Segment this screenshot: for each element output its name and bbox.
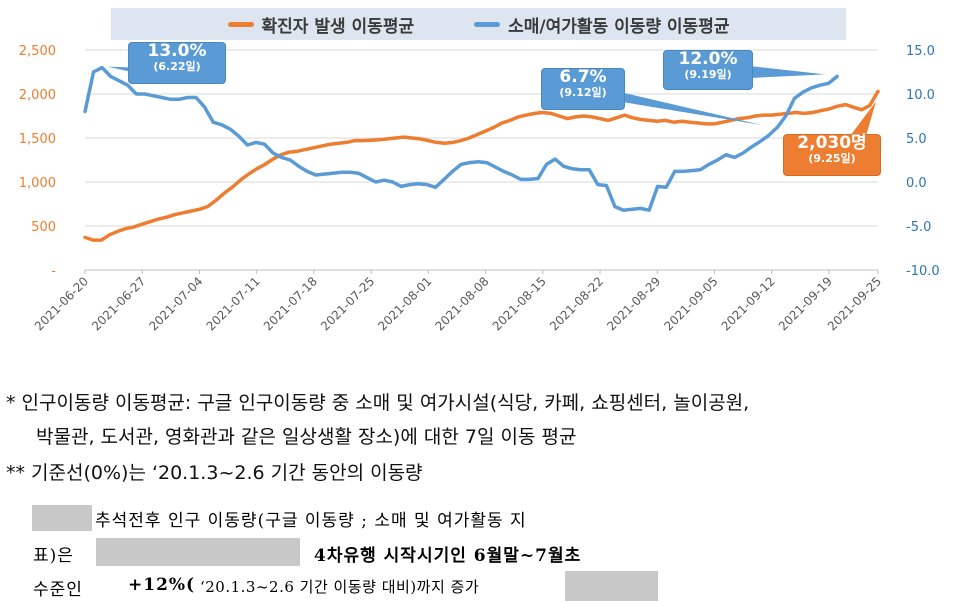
- note-line-3: ** 기준선(0%)는 ‘20.1.3~2.6 기간 동안의 이동량: [6, 462, 423, 484]
- y-right-tick-label: 15.0: [906, 44, 935, 59]
- y-left-tick-label: 2,000: [19, 88, 56, 103]
- x-tick-label: 2021-09-05: [661, 274, 720, 333]
- note-line-2: 박물관, 도서관, 영화관과 같은 일상생활 장소)에 대한 7일 이동 평균: [36, 426, 577, 448]
- legend-swatch-cases: [227, 21, 254, 27]
- y-right-tick-label: -5.0: [906, 220, 931, 235]
- callout-mobility-0622: 13.0% (6.22일): [128, 42, 226, 84]
- y-right-tick-label: 5.0: [906, 132, 927, 147]
- body-row-3-start: 수준인: [33, 580, 83, 600]
- x-tick-label: 2021-09-12: [719, 274, 778, 333]
- callout-sublabel: (9.19일): [684, 67, 732, 81]
- callout-sublabel: (9.25일): [808, 151, 856, 165]
- callout-pointer: [850, 101, 876, 136]
- series-line-mobility: [83, 65, 839, 212]
- x-tick-label: 2021-06-20: [32, 274, 91, 333]
- callout-sublabel: (6.22일): [153, 59, 201, 73]
- chart-legend: 확진자 발생 이동평균 소매/여가활동 이동량 이동평균: [111, 8, 846, 40]
- callout-pointer: [610, 92, 762, 126]
- x-tick-label: 2021-07-11: [204, 274, 263, 333]
- x-tick-label: 2021-08-15: [490, 274, 549, 333]
- series-line-cases: [83, 89, 880, 242]
- redacted-block: [32, 505, 92, 531]
- x-tick-label: 2021-06-27: [89, 274, 148, 333]
- callout-label: 12.0%: [678, 49, 738, 69]
- redacted-block: [96, 538, 300, 566]
- callout-label: 2,030명: [797, 133, 867, 153]
- body-row-2-end: 4차유행 시작시기인 6월말~7월초: [314, 546, 582, 566]
- x-tick-label: 2021-08-29: [604, 274, 663, 333]
- callout-mobility-0919: 12.0% (9.19일): [663, 50, 753, 90]
- x-tick-label: 2021-08-22: [547, 274, 606, 333]
- y-left-tick-label: 1,500: [19, 132, 56, 147]
- body-row-3-value: +12%(: [128, 575, 196, 595]
- body-row-3-end: ‘20.1.3~2.6 기간 이동량 대비)까지 증가: [200, 578, 480, 596]
- x-tick-label: 2021-07-18: [261, 274, 320, 333]
- callout-label: 6.7%: [559, 67, 607, 87]
- x-tick-label: 2021-07-04: [146, 274, 205, 333]
- callout-mobility-0912: 6.7% (9.12일): [541, 68, 625, 110]
- note-line-1: * 인구이동량 이동평균: 구글 인구이동량 중 소매 및 여가시설(식당, 카…: [6, 392, 750, 414]
- legend-label-mobility: 소매/여가활동 이동량 이동평균: [508, 16, 730, 37]
- y-left-tick-label: 2,500: [19, 44, 56, 59]
- y-right-tick-label: 10.0: [906, 88, 935, 103]
- legend-item-mobility: 소매/여가활동 이동량 이동평균: [474, 12, 729, 37]
- y-right-tick-label: -10.0: [906, 264, 940, 279]
- callout-label: 13.0%: [147, 41, 207, 61]
- callout-sublabel: (9.12일): [559, 85, 607, 99]
- x-tick-label: 2021-07-25: [318, 274, 377, 333]
- callout-cases-0925: 2,030명 (9.25일): [783, 134, 881, 176]
- x-tick-label: 2021-08-01: [375, 274, 434, 333]
- body-row-1: 추석전후 인구 이동량(구글 이동량 ; 소매 및 여가활동 지: [95, 511, 527, 531]
- legend-item-cases: 확진자 발생 이동평균: [227, 12, 415, 37]
- body-row-2-start: 표)은: [33, 546, 74, 566]
- y-left-tick-label: 1,000: [19, 176, 56, 191]
- y-right-tick-label: 0.0: [906, 176, 927, 191]
- x-tick-label: 2021-08-08: [432, 274, 491, 333]
- redacted-block: [565, 571, 658, 601]
- y-left-tick-label: 500: [31, 220, 56, 235]
- legend-label-cases: 확진자 발생 이동평균: [261, 16, 415, 37]
- legend-swatch-mobility: [474, 21, 501, 27]
- callout-pointer: [750, 66, 825, 78]
- y-left-tick-label: -: [51, 264, 56, 279]
